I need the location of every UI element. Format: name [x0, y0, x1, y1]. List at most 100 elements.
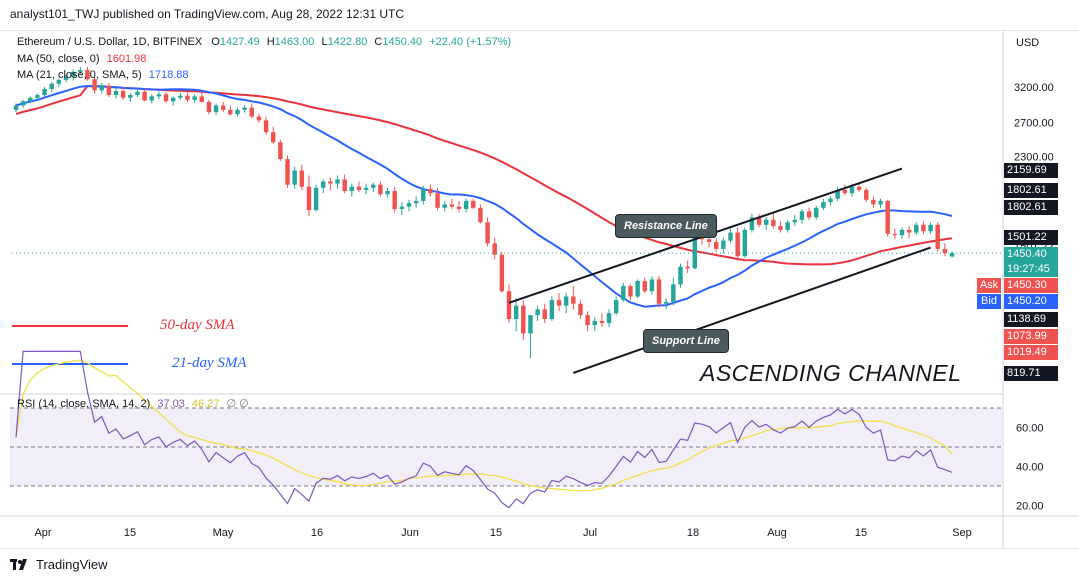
candle-body [256, 116, 262, 121]
candle-8 [70, 69, 76, 81]
candle-body [435, 193, 440, 208]
resistance-line-callout[interactable]: Resistance Line [615, 214, 717, 238]
rsi-legend[interactable]: RSI (14, close, SMA, 14, 2) 37.03 46.27 … [17, 397, 249, 410]
candle-body [749, 217, 755, 230]
rsi-tick-label: 60.00 [1016, 423, 1044, 435]
candle-64 [471, 198, 476, 209]
candle-68 [499, 251, 505, 293]
ma21-legend[interactable]: MA (21, close, 0, SMA, 5) 1718.88 [17, 69, 189, 81]
candle-121 [878, 198, 883, 208]
candle-body [778, 226, 783, 230]
candle-body [935, 224, 940, 249]
candle-body [399, 206, 405, 209]
candle-body [378, 184, 383, 195]
time-tick-label: Jun [401, 527, 419, 539]
candle-body [120, 90, 126, 98]
rsi-value: 37.03 [157, 398, 185, 410]
candle-body [220, 105, 226, 110]
candle-127 [921, 221, 926, 234]
candle-body [656, 279, 662, 304]
candle-body [513, 305, 519, 320]
candle-23 [178, 92, 183, 100]
candle-body [864, 189, 869, 200]
candle-106 [771, 213, 776, 229]
ask-label: Ask [977, 278, 1001, 293]
candle-67 [492, 237, 497, 260]
candle-body [13, 105, 19, 110]
candle-body [685, 266, 690, 269]
candle-body [185, 95, 190, 100]
chart-canvas[interactable]: 3200.00 2700.00 2300.00 1802.61 1501.22 1138.… [0, 0, 1079, 548]
bid-label: Bid [977, 294, 1001, 309]
candle-body [313, 187, 319, 211]
candle-body [592, 321, 597, 326]
candle-74 [542, 303, 547, 324]
symbol-legend[interactable]: Ethereum / U.S. Dollar, 1D, BITFINEX O14… [17, 36, 511, 48]
candle-body [521, 305, 526, 334]
candle-body [306, 186, 312, 211]
candle-body [271, 132, 276, 143]
symbol-name: Ethereum / U.S. Dollar, 1D, BITFINEX [17, 36, 203, 48]
candle-body [828, 198, 833, 203]
candle-body [806, 211, 812, 218]
candle-body [785, 222, 790, 230]
price-tag: 1802.61 [1004, 200, 1058, 215]
time-tick-label: 15 [855, 527, 867, 539]
brand-name: TradingView [36, 557, 108, 572]
candle-56 [413, 196, 419, 208]
candle-body [506, 291, 512, 320]
candle-110 [799, 208, 805, 224]
candle-body [199, 96, 204, 102]
price-tag: 1501.22 [1004, 230, 1058, 245]
candle-body [413, 200, 419, 204]
candle-body [799, 211, 805, 220]
candle-91 [663, 298, 669, 310]
price-tag: 1073.99 [1004, 329, 1058, 344]
candle-69 [506, 284, 512, 324]
publisher-line: analyst101_TWJ published on TradingView.… [10, 7, 405, 21]
candle-body [671, 284, 676, 302]
tradingview-brand[interactable]: TradingView [10, 557, 108, 572]
candle-22 [170, 96, 176, 106]
close-value: 1450.40 [382, 36, 423, 48]
candle-34 [256, 113, 262, 123]
candle-body [70, 71, 76, 77]
candle-93 [678, 263, 683, 288]
candle-body [356, 186, 362, 190]
tradingview-logo-icon [10, 558, 27, 570]
candle-60 [442, 200, 447, 212]
candle-body [585, 315, 590, 326]
candle-body [35, 95, 40, 98]
ma21-line [15, 84, 953, 308]
candle-body [463, 200, 469, 209]
candle-body [206, 101, 212, 113]
candle-82 [599, 313, 605, 328]
candle-body [721, 240, 726, 249]
candle-body [821, 202, 826, 208]
candle-body [742, 229, 748, 257]
candle-1 [20, 99, 26, 108]
ma50-legend[interactable]: MA (50, close, 0) 1601.98 [17, 53, 146, 65]
candle-107 [778, 221, 783, 233]
price-tag: 1450.40 [1004, 247, 1058, 262]
candle-88 [642, 277, 647, 293]
candle-body [928, 224, 933, 232]
price-tag: 2159.69 [1004, 163, 1058, 178]
candle-27 [206, 99, 212, 115]
candle-body [28, 97, 33, 102]
support-line-callout[interactable]: Support Line [643, 329, 729, 353]
candle-13 [106, 83, 112, 98]
candle-76 [556, 292, 562, 312]
candle-body [106, 85, 112, 96]
price-tag: 19:27:45 [1004, 262, 1058, 277]
candle-body [421, 188, 426, 201]
candle-50 [371, 182, 376, 193]
rsi-line [15, 350, 953, 509]
candle-83 [606, 309, 612, 328]
candle-94 [685, 260, 690, 273]
candle-66 [485, 217, 490, 247]
candle-body [99, 85, 104, 91]
candle-99 [721, 237, 726, 254]
candle-body [735, 232, 740, 257]
candle-51 [378, 181, 383, 197]
